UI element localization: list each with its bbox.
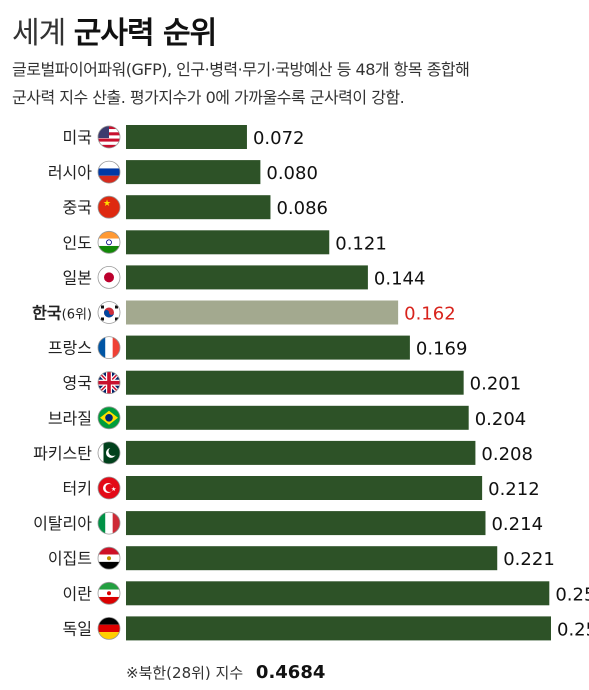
- bar: [126, 370, 464, 395]
- category-label: 중국: [63, 198, 92, 217]
- value-label: 0.204: [475, 409, 527, 430]
- korea-flag-icon: [97, 301, 121, 324]
- chart-row: 터키 ★ 0.212: [63, 476, 540, 500]
- bar: [126, 546, 498, 571]
- category-label: 프랑스: [48, 339, 92, 358]
- value-label: 0.086: [276, 198, 328, 219]
- category-label: 미국: [63, 128, 92, 147]
- chart-row: 영국 0.201: [63, 370, 522, 395]
- subtitle-line-2: 군사력 지수 산출. 평가지수가 0에 가까울수록 군사력이 강함.: [12, 88, 405, 107]
- value-label: 0.212: [488, 479, 540, 500]
- chart-row: 프랑스 0.169: [48, 335, 468, 360]
- pakistan-flag-icon: [97, 441, 121, 465]
- bar: [126, 476, 483, 500]
- value-label: 0.201: [470, 374, 522, 395]
- bar: [126, 440, 476, 465]
- turkey-flag-icon: ★: [97, 476, 121, 500]
- bar: [126, 616, 551, 641]
- value-label: 0.080: [266, 163, 318, 184]
- value-label: 0.144: [374, 268, 426, 289]
- category-label: 이탈리아: [33, 514, 92, 533]
- title-bold: 군사력 순위: [73, 16, 217, 51]
- bar: [126, 511, 486, 536]
- category-label: 파키스탄: [33, 444, 92, 463]
- value-label: 0.072: [253, 128, 305, 149]
- us-flag-icon: [97, 125, 121, 149]
- category-label: 브라질: [48, 409, 92, 428]
- category-label: 영국: [63, 374, 92, 393]
- category-label: 독일: [63, 619, 92, 638]
- russia-flag-icon: [97, 160, 121, 184]
- iran-flag-icon: [97, 581, 121, 605]
- category-label: 이집트: [48, 549, 92, 568]
- egypt-flag-icon: [97, 546, 121, 570]
- chart-row: 한국(6위) 0.162: [32, 300, 456, 325]
- footnote: ※북한(28위) 지수 0.4684: [126, 662, 325, 683]
- title-light: 세계: [12, 16, 66, 51]
- uk-flag-icon: [97, 371, 121, 395]
- chart-row: 브라질 0.204: [48, 405, 527, 430]
- bar: [126, 335, 410, 360]
- footnote-text: ※북한(28위) 지수: [126, 664, 244, 682]
- chart-row: 일본 0.144: [63, 265, 426, 290]
- value-label: 0.169: [416, 339, 468, 360]
- bar: [126, 230, 330, 255]
- bar-chart: 미국 0.072 러시아 0.080 중국 ★ 0.086 인도 0.121 일본 0.144 한국(…: [32, 125, 589, 641]
- bar: [126, 160, 261, 185]
- value-label: 0.121: [335, 233, 387, 254]
- value-label: 0.208: [481, 444, 533, 465]
- china-flag-icon: ★: [97, 195, 121, 219]
- svg-text:★: ★: [103, 199, 111, 209]
- category-label: 인도: [63, 233, 92, 252]
- subtitle-line-1: 글로벌파이어파워(GFP), 인구·병력·무기·국방예산 등 48개 항목 종합…: [12, 60, 470, 79]
- india-flag-icon: [97, 230, 121, 254]
- value-label: 0.221: [503, 549, 555, 570]
- france-flag-icon: [97, 336, 121, 360]
- chart-row: 미국 0.072: [63, 125, 305, 149]
- bar: [126, 300, 399, 325]
- bar: [126, 195, 271, 220]
- category-label: 터키: [63, 479, 92, 498]
- value-label: 0.214: [491, 514, 543, 535]
- chart-row: 이탈리아 0.214: [33, 511, 543, 536]
- category-label: 러시아: [48, 163, 92, 182]
- brazil-flag-icon: [97, 406, 121, 430]
- chart-row: 러시아 0.080: [48, 160, 318, 185]
- category-label: 한국(6위): [32, 304, 92, 323]
- chart-row: 이란 0.252: [63, 581, 589, 606]
- chart-title: 세계 군사력 순위: [12, 8, 217, 52]
- footnote-value: 0.4684: [255, 662, 326, 683]
- chart-row: 파키스탄 0.208: [33, 440, 533, 465]
- chart-row: 중국 ★ 0.086: [63, 195, 328, 220]
- germany-flag-icon: [97, 616, 121, 640]
- value-label: 0.252: [555, 584, 589, 605]
- chart-row: 인도 0.121: [63, 230, 387, 255]
- category-label: 일본: [63, 268, 92, 287]
- svg-text:★: ★: [111, 486, 116, 493]
- bar: [126, 265, 368, 290]
- chart-row: 이집트 0.221: [48, 546, 555, 571]
- chart-subtitle: 글로벌파이어파워(GFP), 인구·병력·무기·국방예산 등 48개 항목 종합…: [12, 56, 582, 112]
- category-label: 이란: [63, 584, 93, 603]
- bar: [126, 405, 469, 430]
- value-label: 0.162: [404, 304, 456, 325]
- italy-flag-icon: [97, 511, 121, 535]
- value-label: 0.253: [557, 619, 589, 640]
- japan-flag-icon: [97, 265, 121, 289]
- bar: [126, 581, 550, 606]
- bar: [126, 125, 247, 149]
- chart-row: 독일 0.253: [63, 616, 589, 641]
